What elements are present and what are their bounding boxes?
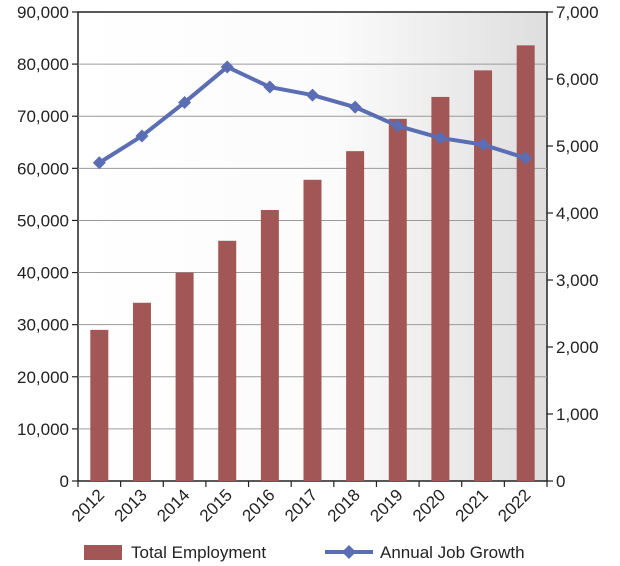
bar bbox=[132, 302, 151, 481]
right-axis-tick-label: 7,000 bbox=[556, 3, 599, 22]
legend-swatch-total-employment bbox=[84, 545, 122, 560]
x-axis-tick-label: 2013 bbox=[111, 485, 151, 525]
bar bbox=[175, 272, 194, 481]
x-axis-tick-label: 2019 bbox=[366, 485, 406, 525]
bar bbox=[346, 151, 365, 482]
bar bbox=[516, 45, 535, 482]
legend-label-total-employment: Total Employment bbox=[131, 543, 266, 562]
right-axis-tick-label: 0 bbox=[556, 472, 565, 491]
data-point-marker bbox=[135, 129, 149, 143]
data-point-marker bbox=[476, 138, 490, 152]
legend: Total Employment Annual Job Growth bbox=[84, 543, 525, 562]
data-point-marker bbox=[178, 95, 192, 109]
bar bbox=[260, 210, 279, 481]
left-axis-tick-label: 60,000 bbox=[17, 159, 69, 178]
x-axis-tick-label: 2018 bbox=[324, 485, 364, 525]
bar-series-total-employment bbox=[90, 45, 535, 482]
left-axis-tick-label: 0 bbox=[60, 472, 69, 491]
right-axis-tick-label: 4,000 bbox=[556, 204, 599, 223]
data-point-marker bbox=[348, 100, 362, 114]
x-axis-tick-label: 2012 bbox=[68, 485, 108, 525]
left-axis-tick-label: 70,000 bbox=[17, 107, 69, 126]
right-axis-tick-label: 1,000 bbox=[556, 405, 599, 424]
x-axis-tick-label: 2016 bbox=[239, 485, 279, 525]
legend-marker-annual-job-growth bbox=[342, 545, 356, 559]
data-point-marker bbox=[263, 80, 277, 94]
bar bbox=[218, 240, 237, 481]
bar bbox=[474, 70, 493, 481]
left-axis-tick-label: 30,000 bbox=[17, 316, 69, 335]
bar bbox=[431, 96, 450, 482]
right-axis-tick-label: 5,000 bbox=[556, 137, 599, 156]
data-point-marker bbox=[306, 88, 319, 102]
x-axis-tick-label: 2021 bbox=[452, 485, 492, 525]
bar bbox=[303, 179, 322, 481]
legend-label-annual-job-growth: Annual Job Growth bbox=[380, 543, 525, 562]
x-axis-tick-label: 2015 bbox=[196, 485, 236, 525]
x-axis-tick-label: 2017 bbox=[281, 485, 321, 525]
data-point-marker bbox=[519, 151, 533, 165]
right-axis-tick-label: 2,000 bbox=[556, 338, 599, 357]
data-point-marker bbox=[433, 131, 447, 145]
x-axis-tick-label: 2022 bbox=[494, 485, 534, 525]
bar bbox=[90, 329, 109, 481]
right-axis-tick-label: 3,000 bbox=[556, 271, 599, 290]
data-point-marker bbox=[220, 60, 234, 74]
left-axis-tick-label: 40,000 bbox=[17, 264, 69, 283]
axes: 0 10,000 20,000 30,000 40,000 50,000 60,000 70,… bbox=[17, 3, 599, 526]
left-axis-tick-label: 10,000 bbox=[17, 420, 69, 439]
left-axis-tick-label: 80,000 bbox=[17, 55, 69, 74]
x-axis-tick-label: 2014 bbox=[153, 485, 193, 525]
left-axis-tick-label: 90,000 bbox=[17, 3, 69, 22]
data-point-marker bbox=[92, 156, 106, 170]
x-axis-tick-label: 2020 bbox=[409, 485, 449, 525]
line-series-annual-job-growth bbox=[92, 60, 533, 170]
left-axis-tick-label: 50,000 bbox=[17, 211, 69, 230]
right-axis-tick-label: 6,000 bbox=[556, 70, 599, 89]
data-point-marker bbox=[391, 119, 405, 133]
bar bbox=[388, 118, 407, 482]
left-axis-tick-label: 20,000 bbox=[17, 368, 69, 387]
